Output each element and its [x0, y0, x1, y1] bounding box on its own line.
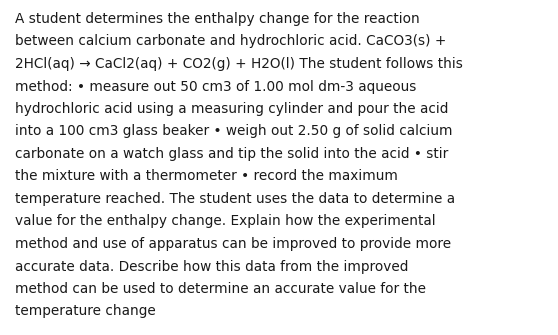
Text: method: • measure out 50 cm3 of 1.00 mol dm-3 aqueous: method: • measure out 50 cm3 of 1.00 mol…	[15, 79, 416, 93]
Text: hydrochloric acid using a measuring cylinder and pour the acid: hydrochloric acid using a measuring cyli…	[15, 102, 449, 116]
Text: accurate data. Describe how this data from the improved: accurate data. Describe how this data fr…	[15, 260, 408, 273]
Text: method and use of apparatus can be improved to provide more: method and use of apparatus can be impro…	[15, 237, 451, 251]
Text: between calcium carbonate and hydrochloric acid. CaCO3(s) +: between calcium carbonate and hydrochlor…	[15, 35, 446, 49]
Text: 2HCl(aq) → CaCl2(aq) + CO2(g) + H2O(l) The student follows this: 2HCl(aq) → CaCl2(aq) + CO2(g) + H2O(l) T…	[15, 57, 463, 71]
Text: method can be used to determine an accurate value for the: method can be used to determine an accur…	[15, 282, 426, 296]
Text: carbonate on a watch glass and tip the solid into the acid • stir: carbonate on a watch glass and tip the s…	[15, 147, 448, 161]
Text: into a 100 cm3 glass beaker • weigh out 2.50 g of solid calcium: into a 100 cm3 glass beaker • weigh out …	[15, 125, 453, 138]
Text: value for the enthalpy change. Explain how the experimental: value for the enthalpy change. Explain h…	[15, 214, 436, 228]
Text: A student determines the enthalpy change for the reaction: A student determines the enthalpy change…	[15, 12, 420, 26]
Text: temperature change: temperature change	[15, 305, 156, 319]
Text: the mixture with a thermometer • record the maximum: the mixture with a thermometer • record …	[15, 170, 398, 184]
Text: temperature reached. The student uses the data to determine a: temperature reached. The student uses th…	[15, 192, 455, 206]
